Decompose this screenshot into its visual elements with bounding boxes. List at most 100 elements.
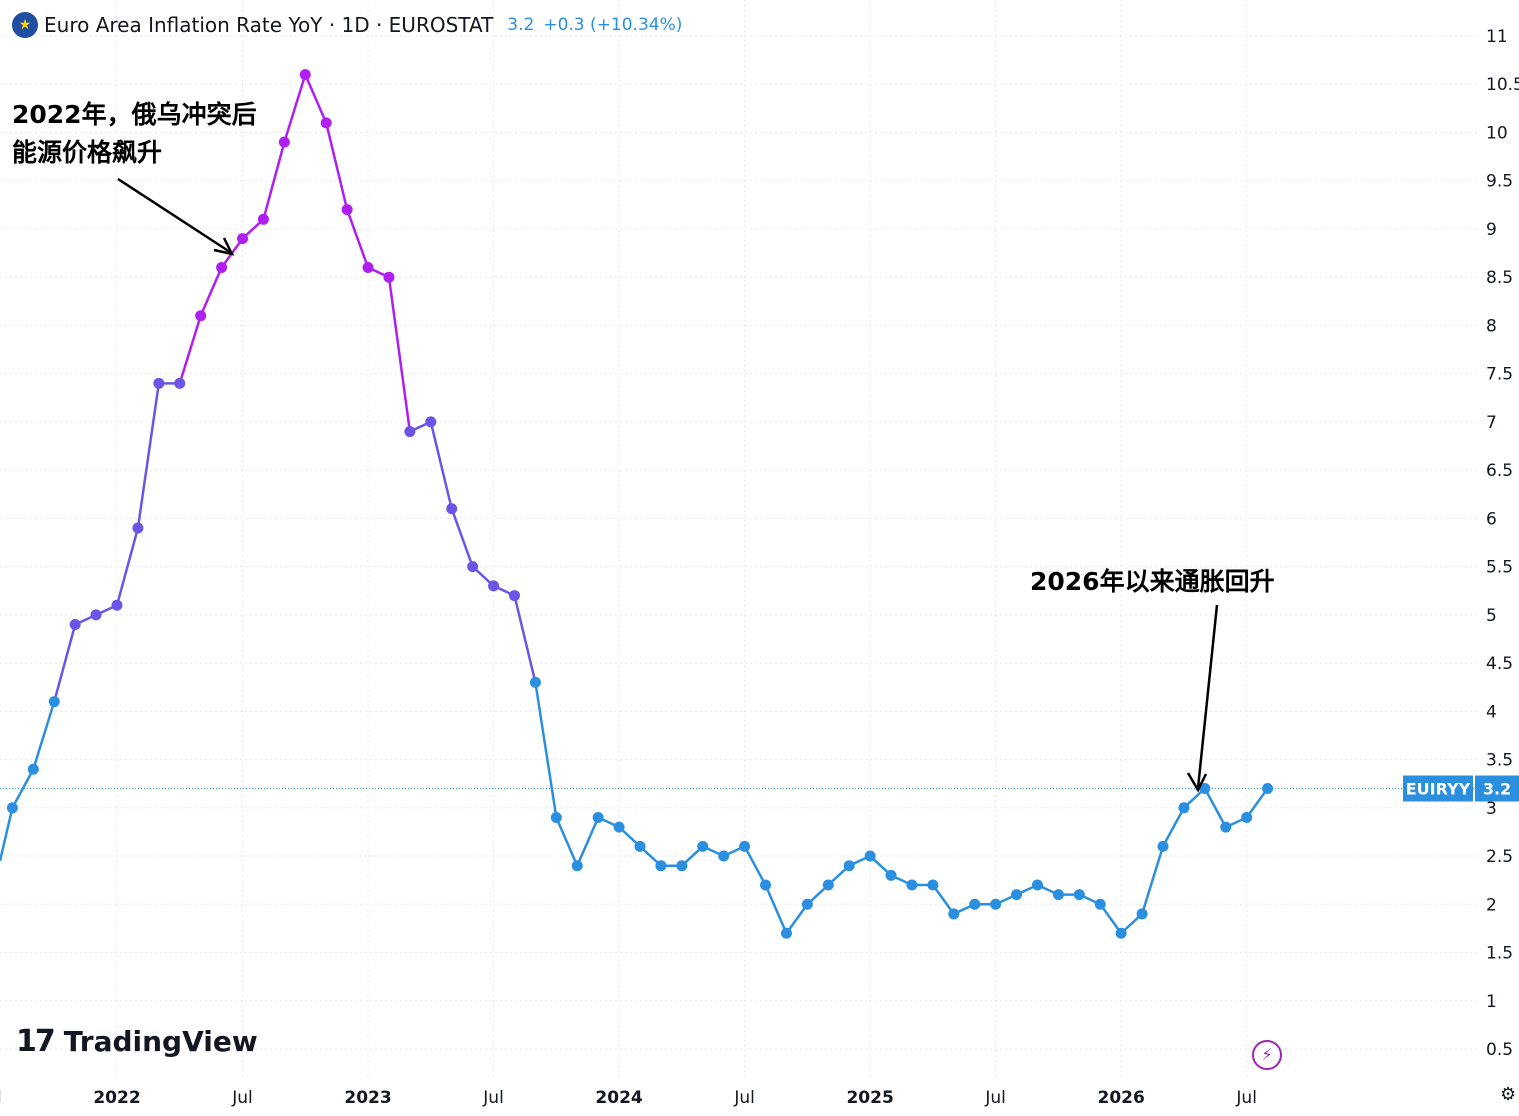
series-segment bbox=[1140, 845, 1165, 916]
tradingview-logo[interactable]: 17 TradingView bbox=[16, 1024, 258, 1059]
y-tick-label: 3 bbox=[1486, 799, 1497, 819]
data-point[interactable] bbox=[1241, 811, 1253, 823]
series-segment bbox=[11, 767, 35, 810]
series-segment bbox=[1098, 903, 1123, 935]
data-point[interactable] bbox=[1136, 908, 1148, 920]
data-point[interactable] bbox=[864, 850, 876, 862]
annotation-inflation-rebound: 2026年以来通胀回升 bbox=[1030, 567, 1275, 596]
x-tick-label: 2022 bbox=[93, 1088, 140, 1108]
data-point[interactable] bbox=[906, 879, 918, 891]
y-tick-label: 10.5 bbox=[1486, 75, 1519, 95]
data-point[interactable] bbox=[132, 522, 144, 534]
data-point[interactable] bbox=[718, 850, 730, 862]
data-point[interactable] bbox=[550, 811, 562, 823]
y-tick-label: 5 bbox=[1486, 606, 1497, 626]
y-tick-label: 11 bbox=[1486, 27, 1508, 47]
data-point[interactable] bbox=[195, 310, 207, 322]
data-point[interactable] bbox=[1031, 879, 1043, 891]
data-point[interactable] bbox=[1073, 889, 1085, 901]
x-tick-label: 2026 bbox=[1097, 1088, 1144, 1108]
series-line bbox=[0, 73, 1269, 935]
data-point[interactable] bbox=[467, 561, 479, 573]
data-point[interactable] bbox=[48, 696, 60, 708]
data-point[interactable] bbox=[529, 676, 541, 688]
x-tick-label: Jul bbox=[482, 1088, 504, 1108]
data-point[interactable] bbox=[257, 213, 269, 225]
data-point[interactable] bbox=[697, 840, 709, 852]
data-point[interactable] bbox=[1178, 802, 1190, 814]
y-axis[interactable]: 0.5 1 1.5 2 2.5 3 3.5 4 4.5 5 5.5 6 6.5 7 7.5 8 8.5 9 9.5 1… bbox=[1486, 27, 1519, 1060]
lightning-icon[interactable]: ⚡ bbox=[1252, 1040, 1282, 1070]
x-axis[interactable]: Jul 2022 Jul 2023 Jul 2024 Jul 2025 Jul 2026 Jul bbox=[0, 1088, 1257, 1108]
data-point[interactable] bbox=[341, 204, 353, 216]
data-point[interactable] bbox=[362, 262, 374, 274]
data-point[interactable] bbox=[613, 821, 625, 833]
data-point[interactable] bbox=[1199, 783, 1211, 795]
data-point[interactable] bbox=[1262, 783, 1274, 795]
data-point[interactable] bbox=[1094, 898, 1106, 910]
chart-title[interactable]: Euro Area Inflation Rate YoY · 1D · EURO… bbox=[44, 13, 494, 37]
data-point[interactable] bbox=[655, 860, 667, 872]
series-segment bbox=[115, 526, 140, 607]
arrow-energy-spike bbox=[117, 177, 231, 254]
data-point[interactable] bbox=[1115, 927, 1127, 939]
data-point[interactable] bbox=[383, 271, 395, 283]
data-point[interactable] bbox=[174, 377, 186, 389]
series-segment bbox=[283, 73, 307, 144]
data-point[interactable] bbox=[739, 840, 751, 852]
data-point[interactable] bbox=[801, 898, 813, 910]
gear-icon[interactable]: ⚙ bbox=[1500, 1084, 1517, 1105]
data-point[interactable] bbox=[969, 898, 981, 910]
data-point[interactable] bbox=[508, 590, 520, 602]
data-point[interactable] bbox=[69, 619, 81, 631]
data-point[interactable] bbox=[425, 416, 437, 428]
data-point[interactable] bbox=[927, 879, 939, 891]
data-point[interactable] bbox=[237, 233, 249, 245]
series-segment bbox=[262, 140, 286, 221]
series-segment bbox=[136, 382, 161, 530]
data-point[interactable] bbox=[760, 879, 772, 891]
y-tick-label: 9 bbox=[1486, 220, 1497, 240]
data-point[interactable] bbox=[488, 580, 500, 592]
data-point[interactable] bbox=[1011, 889, 1023, 901]
x-tick-label: 2023 bbox=[344, 1088, 391, 1108]
data-point[interactable] bbox=[216, 262, 228, 274]
data-point[interactable] bbox=[278, 136, 290, 148]
y-tick-label: 6 bbox=[1486, 509, 1497, 529]
gridlines bbox=[0, 0, 1480, 1078]
data-point[interactable] bbox=[404, 426, 416, 438]
data-point[interactable] bbox=[1157, 840, 1169, 852]
series-segment bbox=[931, 883, 956, 916]
tradingview-logo-text: TradingView bbox=[63, 1025, 258, 1058]
data-point[interactable] bbox=[320, 117, 332, 129]
series-segment bbox=[429, 420, 453, 510]
data-point[interactable] bbox=[6, 802, 18, 814]
data-point[interactable] bbox=[153, 377, 165, 389]
data-point[interactable] bbox=[1220, 821, 1232, 833]
data-point[interactable] bbox=[299, 69, 311, 81]
data-point[interactable] bbox=[780, 927, 792, 939]
data-point[interactable] bbox=[446, 503, 458, 515]
arrow-head-inflation-rebound bbox=[1186, 772, 1208, 793]
series-segment bbox=[513, 594, 537, 684]
data-point[interactable] bbox=[843, 860, 855, 872]
data-point[interactable] bbox=[634, 840, 646, 852]
series-segment bbox=[450, 507, 474, 568]
data-point[interactable] bbox=[27, 763, 39, 775]
y-tick-label: 6.5 bbox=[1486, 461, 1513, 481]
price-label-symbol: EUIRYY bbox=[1406, 780, 1471, 799]
data-point[interactable] bbox=[676, 860, 688, 872]
data-point[interactable] bbox=[822, 879, 834, 891]
data-point[interactable] bbox=[990, 898, 1002, 910]
series-segment bbox=[555, 816, 579, 867]
data-point[interactable] bbox=[885, 869, 897, 881]
data-point[interactable] bbox=[1052, 889, 1064, 901]
eu-flag-icon: ★ bbox=[12, 12, 38, 38]
data-point[interactable] bbox=[90, 609, 102, 621]
data-point[interactable] bbox=[592, 811, 604, 823]
y-tick-label: 8.5 bbox=[1486, 268, 1513, 288]
data-point[interactable] bbox=[571, 860, 583, 872]
data-point[interactable] bbox=[948, 908, 960, 920]
data-point[interactable] bbox=[111, 599, 123, 611]
